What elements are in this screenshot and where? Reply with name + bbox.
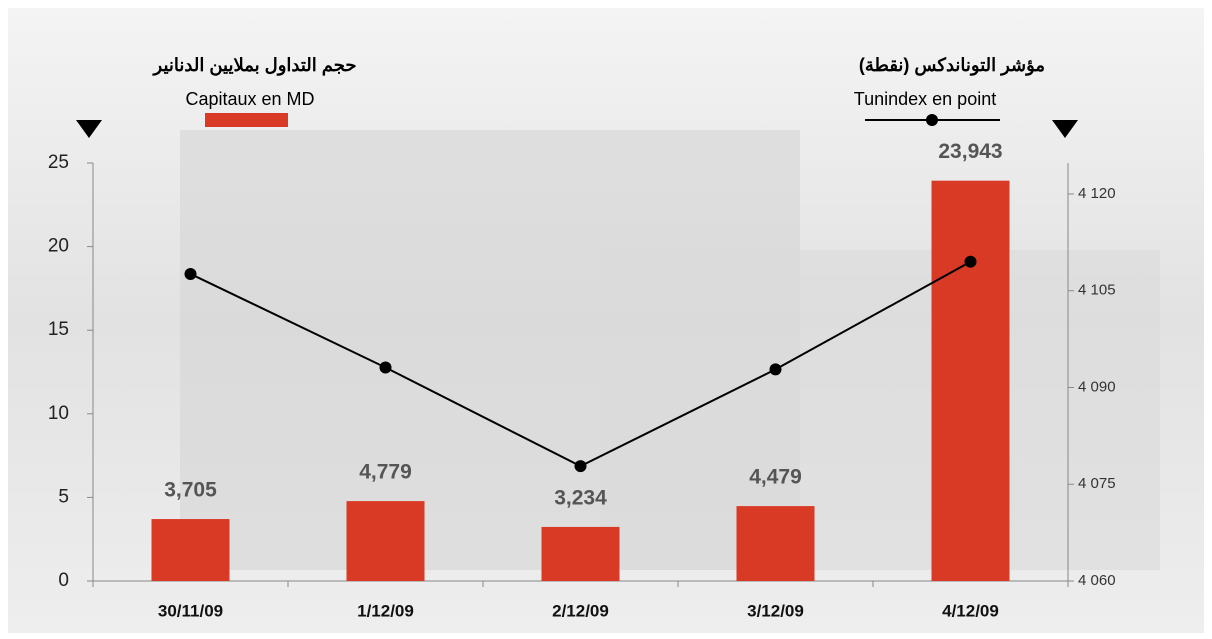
y-axis-title: حجم التداول بملايين الدنانير bbox=[152, 55, 357, 76]
bar bbox=[542, 527, 620, 581]
y2-tick-label: 4 120 bbox=[1078, 185, 1116, 202]
chart: حجم التداول بملايين الدنانير مؤشر التونا… bbox=[0, 0, 1212, 639]
y-tick-label: 10 bbox=[48, 403, 69, 424]
y-tick-label: 15 bbox=[48, 319, 69, 340]
y2-tick-label: 4 060 bbox=[1078, 572, 1116, 589]
value-label: 3,705 bbox=[164, 479, 217, 502]
y-tick-label: 5 bbox=[58, 486, 69, 507]
line-marker bbox=[380, 361, 392, 373]
x-tick-label: 4/12/09 bbox=[942, 601, 999, 620]
bar bbox=[932, 181, 1010, 581]
legend-label: Tunindex en point bbox=[854, 89, 996, 109]
x-tick-label: 3/12/09 bbox=[747, 601, 804, 620]
y-tick-label: 20 bbox=[48, 236, 69, 257]
line-marker bbox=[770, 363, 782, 375]
legend-marker bbox=[926, 114, 938, 126]
y-tick-label: 0 bbox=[58, 570, 69, 591]
y2-axis-title: مؤشر التوناندكس (نقطة) bbox=[859, 55, 1045, 76]
line-marker bbox=[575, 460, 587, 472]
y2-tick-label: 4 075 bbox=[1078, 475, 1116, 492]
bar bbox=[737, 506, 815, 581]
legend-label: Capitaux en MD bbox=[185, 89, 314, 109]
value-label: 3,234 bbox=[554, 486, 607, 509]
building-wing bbox=[600, 250, 1160, 570]
line-marker bbox=[965, 256, 977, 268]
value-label: 23,943 bbox=[938, 140, 1002, 163]
value-label: 4,479 bbox=[749, 466, 802, 489]
x-tick-label: 2/12/09 bbox=[552, 601, 609, 620]
y2-tick-label: 4 105 bbox=[1078, 282, 1116, 299]
value-label: 4,779 bbox=[359, 461, 412, 484]
y2-tick-label: 4 090 bbox=[1078, 378, 1116, 395]
legend-swatch bbox=[205, 113, 288, 127]
bar bbox=[152, 519, 230, 581]
x-tick-label: 30/11/09 bbox=[158, 601, 223, 620]
line-marker bbox=[185, 268, 197, 280]
bar bbox=[347, 501, 425, 581]
x-tick-label: 1/12/09 bbox=[357, 601, 414, 620]
y-tick-label: 25 bbox=[48, 152, 69, 173]
